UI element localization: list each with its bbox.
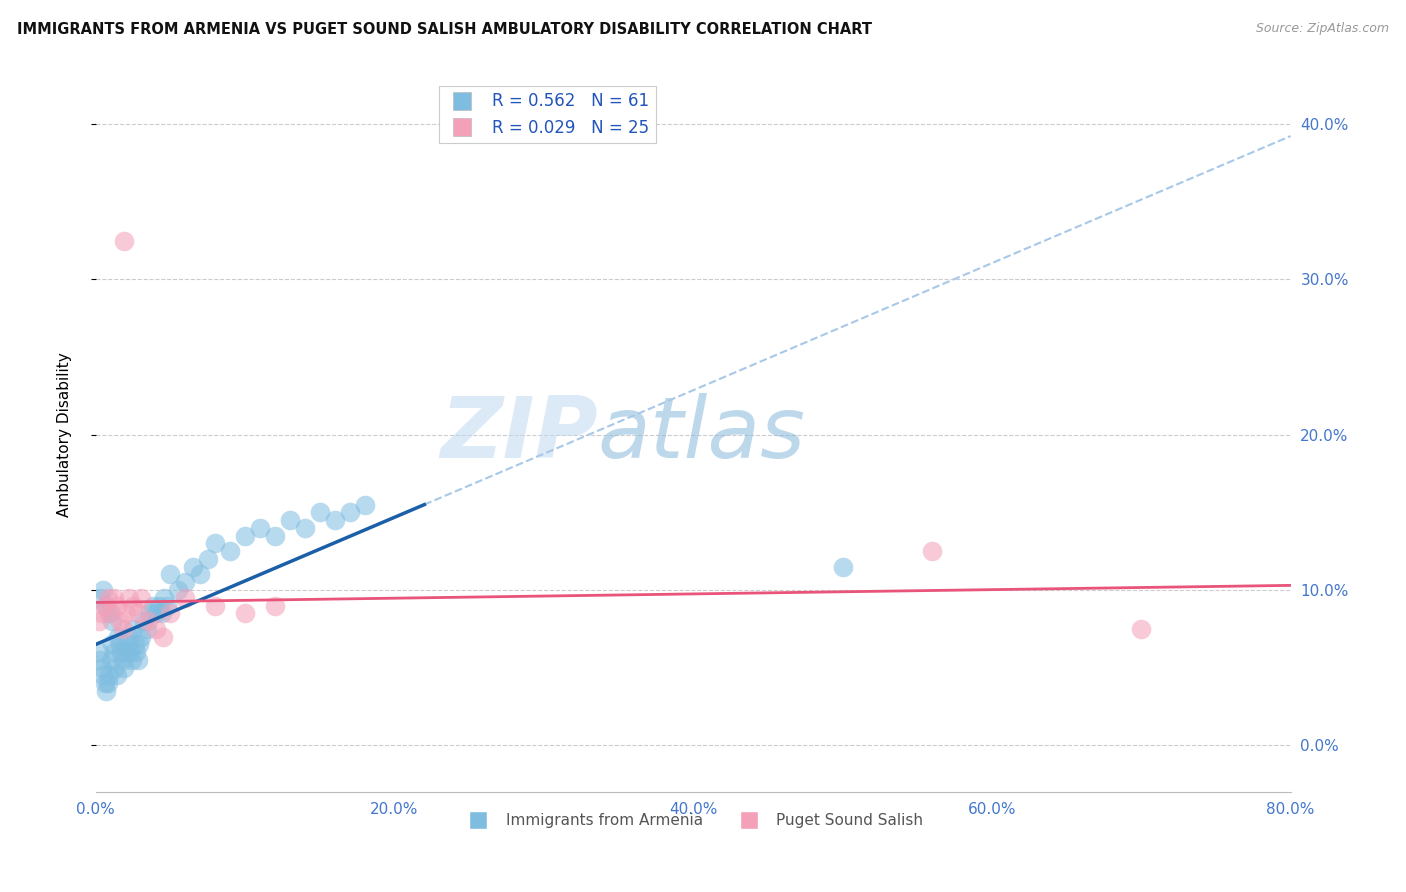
- Point: [87, 645, 110, 659]
- Point: [141, 599, 163, 613]
- Point: [197, 552, 219, 566]
- Point: [294, 521, 316, 535]
- Text: atlas: atlas: [598, 393, 806, 476]
- Point: [103, 645, 125, 659]
- Point: [159, 567, 181, 582]
- Point: [111, 622, 134, 636]
- Point: [150, 607, 173, 621]
- Point: [127, 607, 149, 621]
- Point: [264, 529, 287, 543]
- Point: [167, 582, 190, 597]
- Point: [103, 591, 125, 605]
- Point: [174, 575, 197, 590]
- Point: [204, 599, 226, 613]
- Point: [101, 614, 124, 628]
- Point: [159, 607, 181, 621]
- Point: [181, 559, 204, 574]
- Point: [138, 607, 160, 621]
- Point: [100, 607, 122, 621]
- Point: [114, 645, 136, 659]
- Point: [156, 599, 179, 613]
- Point: [122, 622, 145, 636]
- Point: [148, 599, 170, 613]
- Point: [233, 607, 256, 621]
- Point: [114, 607, 136, 621]
- Point: [125, 645, 148, 659]
- Point: [91, 582, 114, 597]
- Point: [90, 607, 112, 621]
- Point: [100, 653, 122, 667]
- Point: [132, 614, 155, 628]
- Text: Source: ZipAtlas.com: Source: ZipAtlas.com: [1256, 22, 1389, 36]
- Point: [152, 630, 174, 644]
- Point: [353, 498, 375, 512]
- Point: [98, 668, 121, 682]
- Point: [188, 567, 211, 582]
- Point: [120, 645, 142, 659]
- Point: [97, 591, 120, 605]
- Point: [153, 591, 176, 605]
- Point: [122, 599, 145, 613]
- Point: [121, 653, 143, 667]
- Point: [264, 599, 287, 613]
- Text: ZIP: ZIP: [440, 393, 598, 476]
- Point: [145, 622, 167, 636]
- Point: [233, 529, 256, 543]
- Point: [94, 599, 117, 613]
- Point: [108, 637, 131, 651]
- Point: [110, 645, 132, 659]
- Point: [323, 513, 346, 527]
- Point: [108, 614, 131, 628]
- Point: [112, 234, 135, 248]
- Point: [90, 661, 112, 675]
- Point: [97, 676, 120, 690]
- Point: [115, 637, 138, 651]
- Point: [104, 661, 127, 675]
- Point: [87, 614, 110, 628]
- Point: [105, 668, 128, 682]
- Point: [136, 614, 159, 628]
- Point: [278, 513, 301, 527]
- Point: [129, 630, 152, 644]
- Point: [145, 607, 167, 621]
- Point: [96, 684, 118, 698]
- Point: [105, 599, 128, 613]
- Y-axis label: Ambulatory Disability: Ambulatory Disability: [58, 352, 72, 517]
- Point: [339, 505, 361, 519]
- Point: [111, 653, 134, 667]
- Point: [98, 607, 121, 621]
- Point: [107, 630, 129, 644]
- Point: [308, 505, 330, 519]
- Point: [128, 637, 150, 651]
- Point: [117, 630, 139, 644]
- Point: [127, 653, 149, 667]
- Point: [921, 544, 943, 558]
- Point: [1130, 622, 1153, 636]
- Point: [101, 637, 124, 651]
- Point: [96, 599, 118, 613]
- Point: [831, 559, 853, 574]
- Point: [94, 676, 117, 690]
- Point: [204, 536, 226, 550]
- Point: [135, 622, 157, 636]
- Point: [89, 653, 111, 667]
- Point: [112, 661, 135, 675]
- Legend: Immigrants from Armenia, Puget Sound Salish: Immigrants from Armenia, Puget Sound Sal…: [457, 807, 929, 834]
- Point: [129, 591, 152, 605]
- Point: [117, 591, 139, 605]
- Point: [91, 668, 114, 682]
- Point: [249, 521, 271, 535]
- Point: [174, 591, 197, 605]
- Point: [124, 637, 146, 651]
- Text: IMMIGRANTS FROM ARMENIA VS PUGET SOUND SALISH AMBULATORY DISABILITY CORRELATION : IMMIGRANTS FROM ARMENIA VS PUGET SOUND S…: [17, 22, 872, 37]
- Point: [89, 591, 111, 605]
- Point: [219, 544, 242, 558]
